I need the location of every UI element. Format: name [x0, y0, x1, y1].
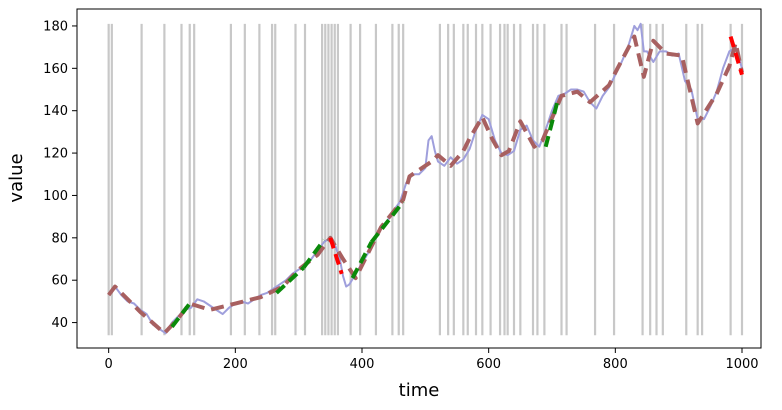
y-tick-label-6: 160 — [43, 62, 68, 77]
segment-group — [170, 35, 744, 329]
raw-series-group — [107, 22, 743, 335]
y-tick-label-0: 40 — [51, 316, 68, 331]
trend-series-line — [107, 34, 744, 336]
x-tick-label-1: 200 — [223, 357, 248, 372]
y-tick-label-1: 60 — [51, 274, 68, 289]
up-segment-1 — [275, 266, 306, 295]
y-axis: 40 60 80 100 120 140 160 180 — [43, 19, 77, 331]
y-tick-label-7: 180 — [43, 19, 68, 34]
y-axis-label: value — [6, 153, 27, 202]
x-tick-label-3: 600 — [476, 357, 501, 372]
up-segment-3 — [350, 241, 374, 280]
down-segment-0 — [328, 237, 344, 275]
plot-frame — [76, 8, 762, 349]
up-segment-0 — [170, 302, 192, 329]
x-axis-label: time — [399, 380, 440, 401]
y-tick-label-2: 80 — [51, 231, 68, 246]
up-segment-5 — [543, 97, 561, 148]
y-tick-label-3: 100 — [43, 189, 68, 204]
x-tick-label-4: 800 — [603, 357, 628, 372]
raw-series-line — [107, 22, 743, 335]
x-tick-label-2: 400 — [350, 357, 375, 372]
down-segment-1 — [728, 35, 744, 76]
y-tick-label-4: 120 — [43, 147, 68, 162]
up-segment-2 — [302, 238, 326, 269]
x-axis: 0 200 400 600 800 1000 — [105, 348, 759, 372]
y-tick-label-5: 140 — [43, 104, 68, 119]
trend-series-group — [107, 34, 744, 336]
x-tick-label-5: 1000 — [725, 357, 758, 372]
x-tick-label-0: 0 — [105, 357, 113, 372]
up-segment-4 — [369, 200, 405, 244]
